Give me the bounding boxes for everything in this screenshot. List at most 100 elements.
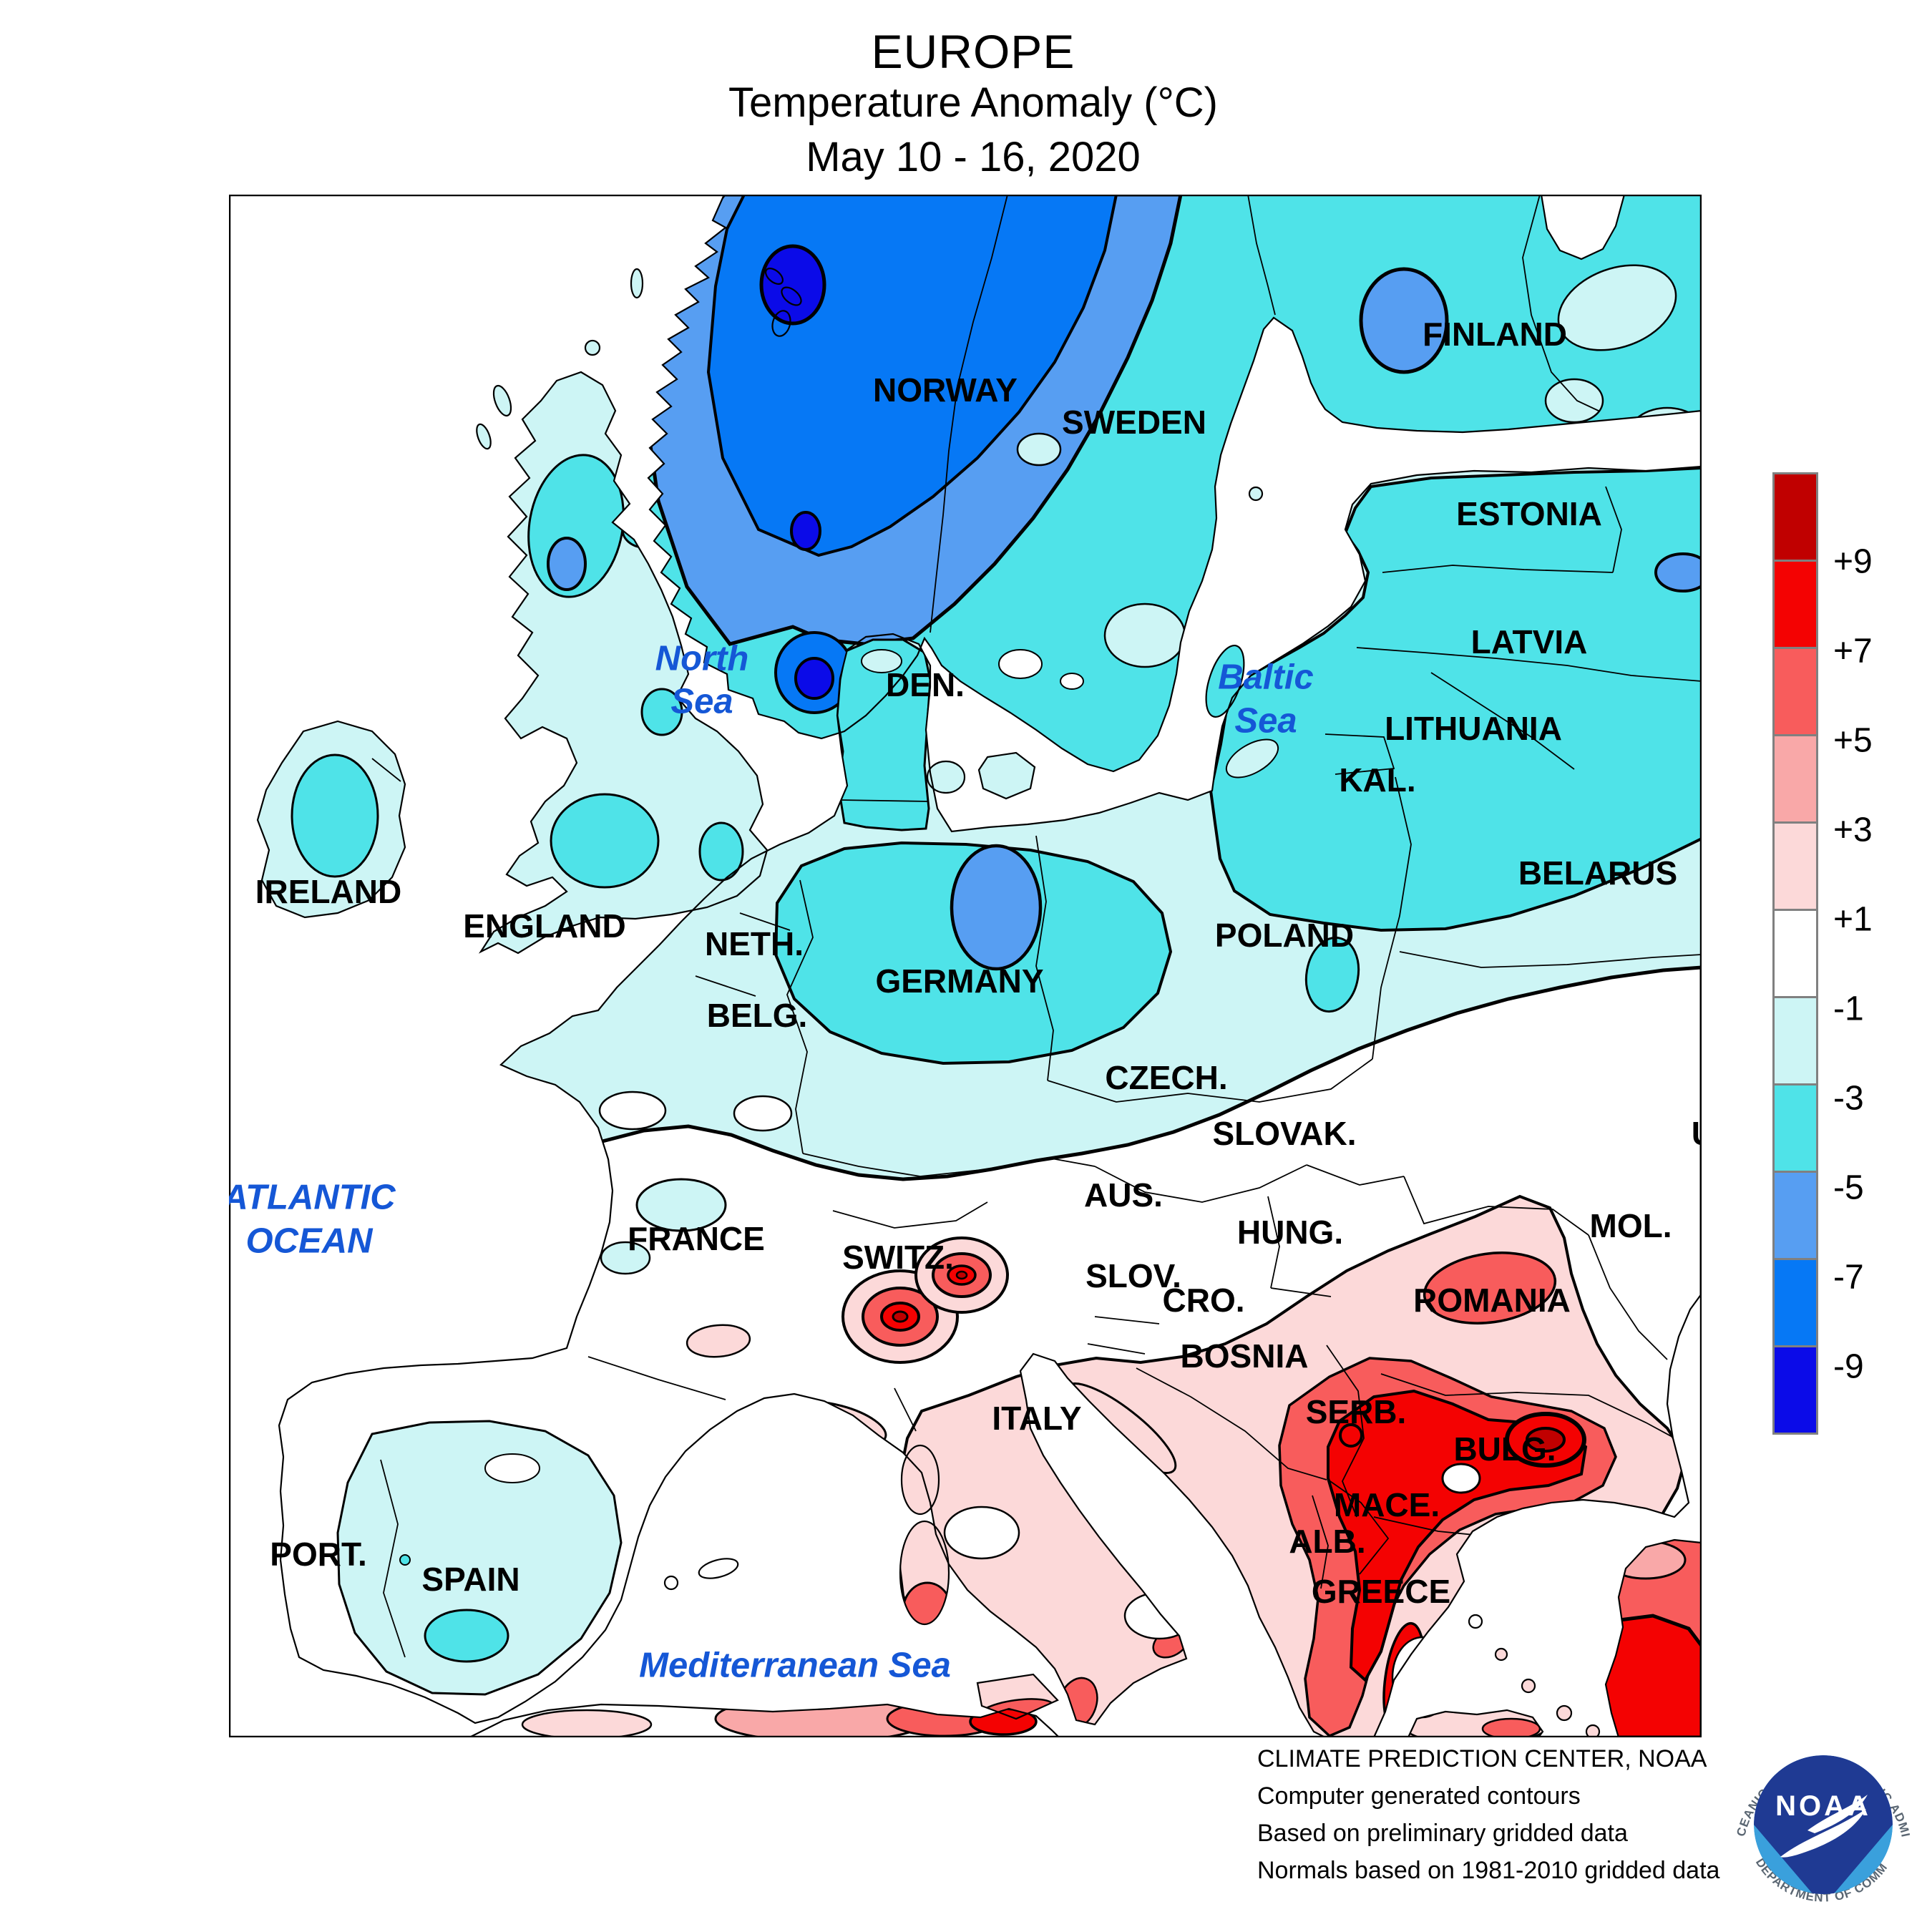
colorbar-tick-p1: +1 [1833, 900, 1873, 939]
attribution-line: CLIMATE PREDICTION CENTER, NOAA [1257, 1745, 1707, 1772]
country-label-england: ENGLAND [463, 907, 626, 945]
country-label-switz: SWITZ. [842, 1239, 954, 1276]
country-label-greece: GREECE [1311, 1573, 1451, 1610]
country-label-den: DEN. [886, 666, 965, 703]
map-area: NORWAY SWEDEN FINLAND ESTONIA LATVIA LITHUANI… [229, 195, 1702, 1737]
colorbar-tick-m7: -7 [1833, 1258, 1864, 1297]
anomaly-patches-scandinavia-shape [794, 657, 834, 700]
anomaly-patches-british-isles-shape [640, 688, 683, 736]
sea-label-north: North [655, 639, 749, 678]
country-borders-shape [380, 1459, 406, 1658]
anomaly-patches-continent-shape [1304, 936, 1360, 1013]
country-label-france: FRANCE [628, 1220, 765, 1257]
country-borders-shape [1312, 1495, 1329, 1589]
country-label-estonia: ESTONIA [1456, 495, 1602, 532]
anomaly-patches-continent-shape [1423, 1252, 1557, 1324]
map-date-range: May 10 - 16, 2020 [806, 134, 1141, 180]
anomaly-patches-continent-shape [943, 1506, 1020, 1560]
anomaly-patches-scandinavia-shape [1060, 673, 1084, 690]
country-label-alb: ALB. [1289, 1523, 1366, 1560]
anomaly-patches-scandinavia-shape [1359, 267, 1449, 374]
country-borders-shape [1430, 672, 1575, 770]
colorbar [1772, 472, 1818, 1435]
country-borders-shape [1306, 1164, 1405, 1186]
country-label-poland: POLAND [1214, 917, 1355, 954]
colorbar-segment [1772, 996, 1818, 1085]
country-borders-shape [1087, 1343, 1146, 1355]
country-label-ireland: IRELAND [255, 873, 402, 910]
anomaly-patches-scandinavia-shape [998, 649, 1043, 679]
anomaly-patches-continent-shape [950, 844, 1043, 971]
country-label-belarus: BELARUS [1518, 854, 1678, 892]
country-label-germany: GERMANY [875, 962, 1044, 1000]
attribution-block: CLIMATE PREDICTION CENTER, NOAA Computer … [1257, 1740, 1719, 1889]
country-label-finland: FINLAND [1423, 316, 1567, 353]
country-borders-shape [1270, 1287, 1332, 1297]
anomaly-patches-british-isles-shape [547, 537, 587, 591]
colorbar-segment [1772, 734, 1818, 824]
country-label-kal: KAL. [1339, 761, 1416, 799]
anomaly-patches-scandinavia-shape [790, 511, 821, 551]
anomaly-patches-british-isles-shape [698, 821, 744, 882]
noaa-logo: NATIONAL OCEANIC AND ATMOSPHERIC ADMINIS… [1723, 1724, 1916, 1918]
country-label-cro: CRO. [1162, 1282, 1245, 1319]
anomaly-patches-continent-shape [600, 1241, 651, 1275]
country-label-mace: MACE. [1333, 1486, 1440, 1523]
country-borders-shape [1399, 951, 1702, 968]
anomaly-patches-british-isles-shape [550, 793, 660, 889]
anomaly-patches-continent-shape [686, 1324, 751, 1358]
country-borders-shape [1403, 1176, 1589, 1236]
seagull-wing-icon [1807, 1795, 1868, 1833]
anomaly-patches-continent-shape [1225, 738, 1279, 779]
map-title: EUROPE [871, 25, 1075, 78]
country-borders-shape [1094, 1316, 1160, 1324]
anomaly-patches-continent-shape [424, 1609, 509, 1663]
country-label-slov: SLOV. [1085, 1257, 1181, 1294]
colorbar-segment [1772, 1083, 1818, 1173]
noaa-logo-shape [1754, 1755, 1893, 1894]
country-label-latvia: LATVIA [1470, 623, 1588, 660]
colorbar-segment [1772, 821, 1818, 911]
attribution-line: Based on preliminary gridded data [1257, 1820, 1628, 1847]
country-label-bulg: BULG. [1453, 1430, 1556, 1468]
country-borders-shape [739, 912, 791, 931]
country-borders-shape [930, 195, 1008, 633]
colorbar-tick-m5: -5 [1833, 1169, 1864, 1207]
country-label-ukr: UKR. [1692, 1117, 1702, 1150]
country-label-port: PORT. [270, 1536, 367, 1573]
country-borders-shape [802, 1153, 1096, 1177]
anomaly-patches-continent-shape [336, 1420, 623, 1696]
colorbar-tick-p3: +3 [1833, 811, 1873, 849]
anomaly-patches-continent-shape [861, 649, 902, 673]
map-subtitle: Temperature Anomaly (°C) [728, 79, 1218, 126]
anomaly-patches-continent-shape [1327, 1389, 1588, 1683]
colorbar-tick-p9: +9 [1833, 542, 1873, 581]
country-label-norway: NORWAY [873, 371, 1018, 409]
colorbar-tick-p7: +7 [1833, 632, 1873, 670]
country-borders-shape [1136, 1367, 1327, 1480]
country-borders-shape [832, 1201, 988, 1229]
anomaly-patches-continent-shape [733, 1095, 793, 1132]
country-borders-shape [894, 1387, 917, 1432]
country-borders-shape [695, 975, 756, 997]
anomaly-patches-scandinavia-shape [1544, 378, 1604, 424]
anomaly-patches-continent-shape [1654, 552, 1702, 592]
country-label-bosnia: BOSNIA [1180, 1337, 1309, 1375]
country-borders-shape [587, 1356, 726, 1400]
country-borders-shape [1588, 1234, 1668, 1360]
anomaly-patches-continent-shape [484, 1453, 540, 1483]
anomaly-patches-continent-shape [1339, 1423, 1363, 1448]
colorbar-tick-p5: +5 [1833, 721, 1873, 760]
country-borders-shape [1522, 195, 1601, 412]
country-borders-shape [1267, 1196, 1280, 1289]
country-borders-shape [1356, 647, 1702, 682]
country-label-serb: SERB. [1305, 1393, 1407, 1430]
country-borders-shape [1324, 733, 1395, 775]
country-borders-shape [786, 879, 814, 1154]
anomaly-patches-continent-shape [1441, 1463, 1481, 1494]
country-label-sweden: SWEDEN [1062, 404, 1206, 441]
colorbar-tick-m9: -9 [1833, 1347, 1864, 1386]
attribution-line: Normals based on 1981-2010 gridded data [1257, 1857, 1720, 1884]
anomaly-patches-continent-shape [1526, 1427, 1566, 1453]
country-borders-shape [1047, 1058, 1373, 1103]
